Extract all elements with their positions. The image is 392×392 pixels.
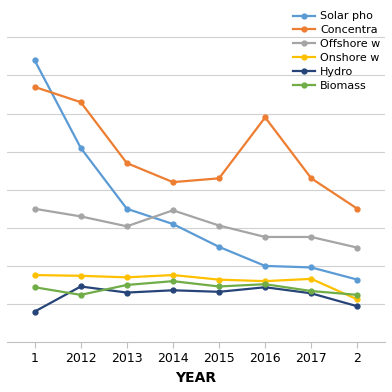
Solar pho	[78, 145, 83, 150]
Onshore w	[171, 273, 175, 278]
Concentra	[78, 100, 83, 105]
Onshore w	[32, 273, 37, 278]
Offshore w	[309, 235, 314, 240]
X-axis label: YEAR: YEAR	[176, 371, 216, 385]
Hydro	[171, 288, 175, 293]
Hydro	[263, 285, 267, 290]
Hydro	[217, 289, 221, 294]
Offshore w	[217, 223, 221, 228]
Solar pho	[355, 277, 360, 282]
Hydro	[32, 309, 37, 314]
Solar pho	[32, 58, 37, 63]
Line: Biomass: Biomass	[32, 279, 360, 297]
Onshore w	[78, 274, 83, 278]
Concentra	[125, 161, 129, 165]
Offshore w	[78, 214, 83, 219]
Solar pho	[217, 245, 221, 249]
Concentra	[309, 176, 314, 181]
Biomass	[125, 283, 129, 287]
Hydro	[78, 284, 83, 289]
Biomass	[171, 279, 175, 283]
Solar pho	[309, 265, 314, 270]
Solar pho	[263, 263, 267, 268]
Solar pho	[171, 221, 175, 226]
Legend: Solar pho, Concentra, Offshore w, Onshore w, Hydro, Biomass: Solar pho, Concentra, Offshore w, Onshor…	[288, 7, 385, 95]
Biomass	[263, 282, 267, 287]
Onshore w	[125, 275, 129, 280]
Onshore w	[263, 279, 267, 283]
Concentra	[263, 115, 267, 120]
Biomass	[32, 285, 37, 290]
Biomass	[78, 292, 83, 297]
Solar pho	[125, 207, 129, 211]
Hydro	[309, 291, 314, 296]
Onshore w	[309, 276, 314, 281]
Onshore w	[217, 277, 221, 282]
Biomass	[309, 289, 314, 293]
Hydro	[355, 304, 360, 309]
Offshore w	[125, 224, 129, 229]
Biomass	[217, 284, 221, 289]
Hydro	[125, 290, 129, 295]
Concentra	[217, 176, 221, 181]
Concentra	[32, 85, 37, 89]
Offshore w	[263, 235, 267, 240]
Line: Offshore w: Offshore w	[32, 206, 360, 250]
Offshore w	[171, 208, 175, 213]
Concentra	[355, 207, 360, 211]
Onshore w	[355, 297, 360, 302]
Offshore w	[355, 245, 360, 250]
Concentra	[171, 180, 175, 185]
Line: Concentra: Concentra	[32, 85, 360, 211]
Line: Hydro: Hydro	[32, 284, 360, 314]
Biomass	[355, 292, 360, 297]
Offshore w	[32, 207, 37, 211]
Line: Solar pho: Solar pho	[32, 58, 360, 282]
Line: Onshore w: Onshore w	[32, 272, 360, 302]
